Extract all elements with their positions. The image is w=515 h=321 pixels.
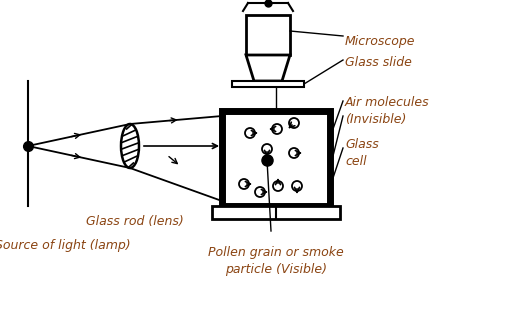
Ellipse shape	[121, 124, 139, 168]
Bar	[222, 111, 330, 206]
Text: Pollen grain or smoke
particle (Visible): Pollen grain or smoke particle (Visible)	[208, 246, 344, 276]
Polygon shape	[246, 55, 290, 81]
Text: Glass
cell: Glass cell	[345, 138, 379, 168]
Text: Glass slide: Glass slide	[345, 56, 412, 70]
Text: Glass rod (lens): Glass rod (lens)	[86, 214, 184, 228]
Bar	[232, 81, 304, 87]
Text: Microscope: Microscope	[345, 34, 416, 48]
Bar	[246, 15, 290, 55]
Text: Source of light (lamp): Source of light (lamp)	[0, 239, 131, 253]
Bar	[212, 206, 340, 219]
Text: Air molecules
(Invisible): Air molecules (Invisible)	[345, 96, 430, 126]
